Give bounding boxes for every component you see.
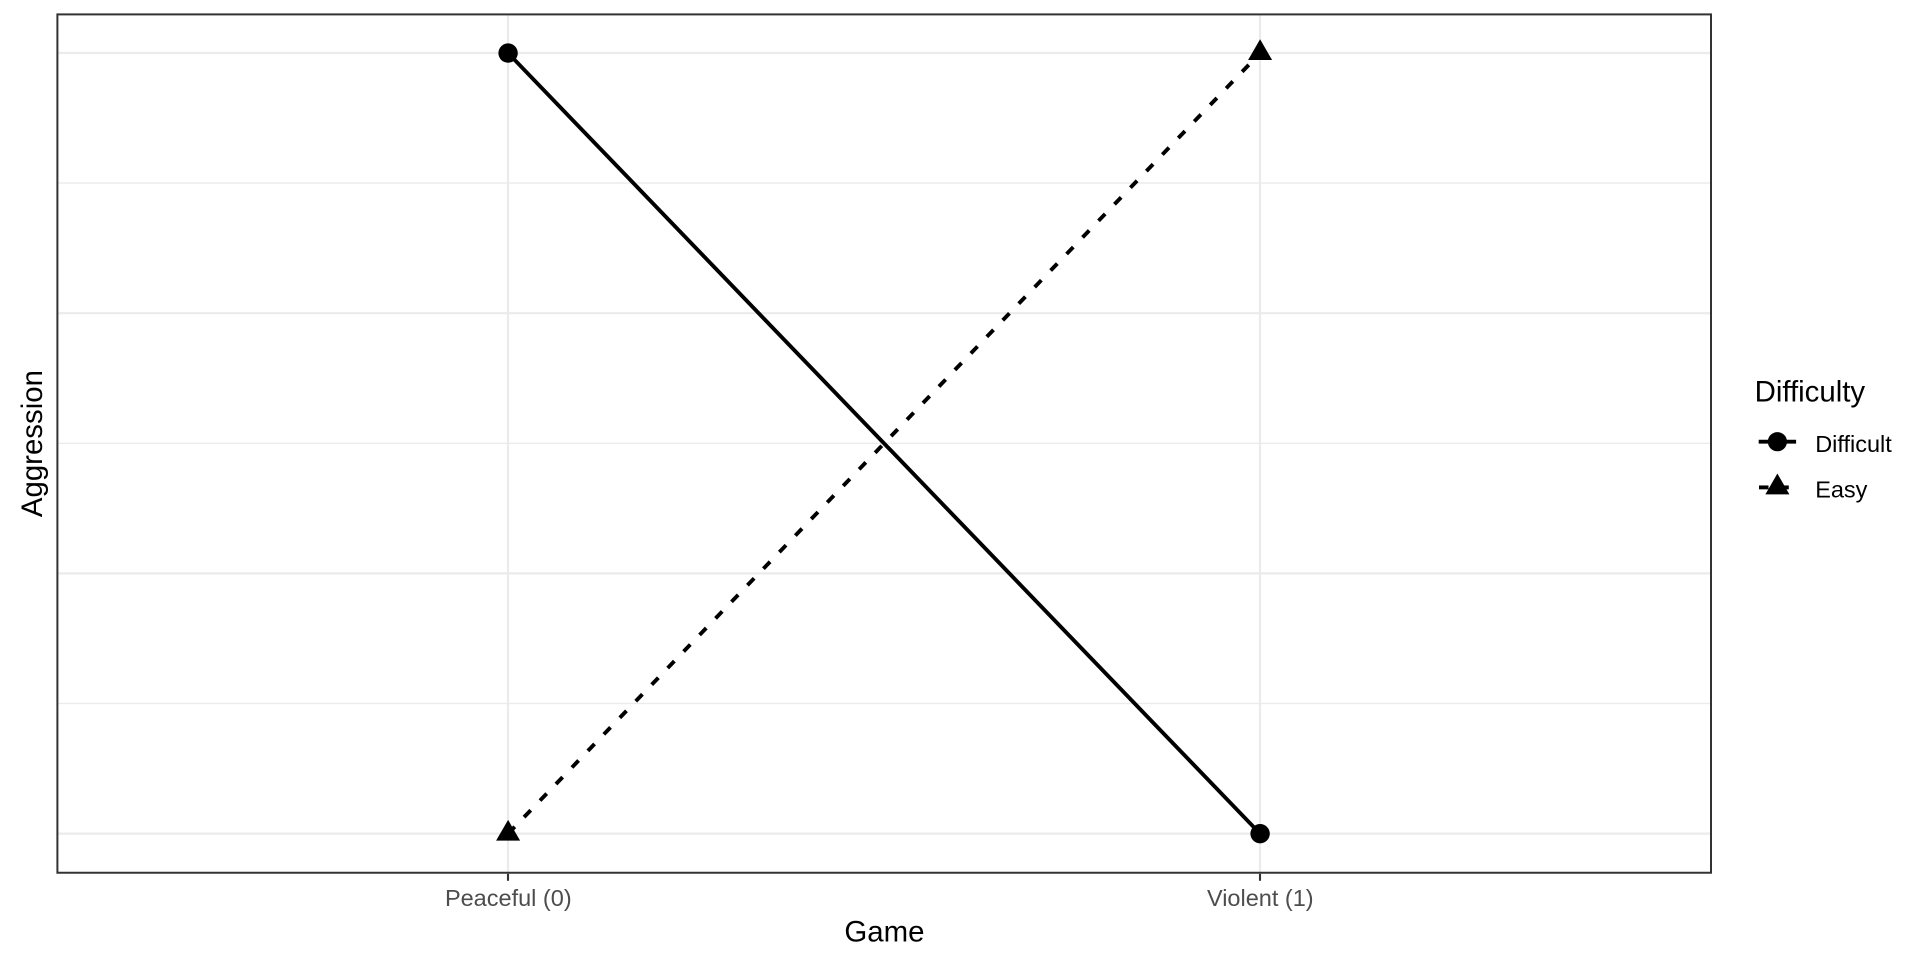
svg-text:Game: Game bbox=[844, 916, 924, 949]
svg-text:Violent (1): Violent (1) bbox=[1207, 885, 1314, 911]
svg-text:Difficult: Difficult bbox=[1815, 431, 1892, 457]
svg-text:Aggression: Aggression bbox=[16, 370, 49, 517]
svg-text:Difficulty: Difficulty bbox=[1755, 375, 1866, 408]
svg-text:Peaceful (0): Peaceful (0) bbox=[445, 885, 572, 911]
svg-text:Easy: Easy bbox=[1815, 477, 1867, 503]
